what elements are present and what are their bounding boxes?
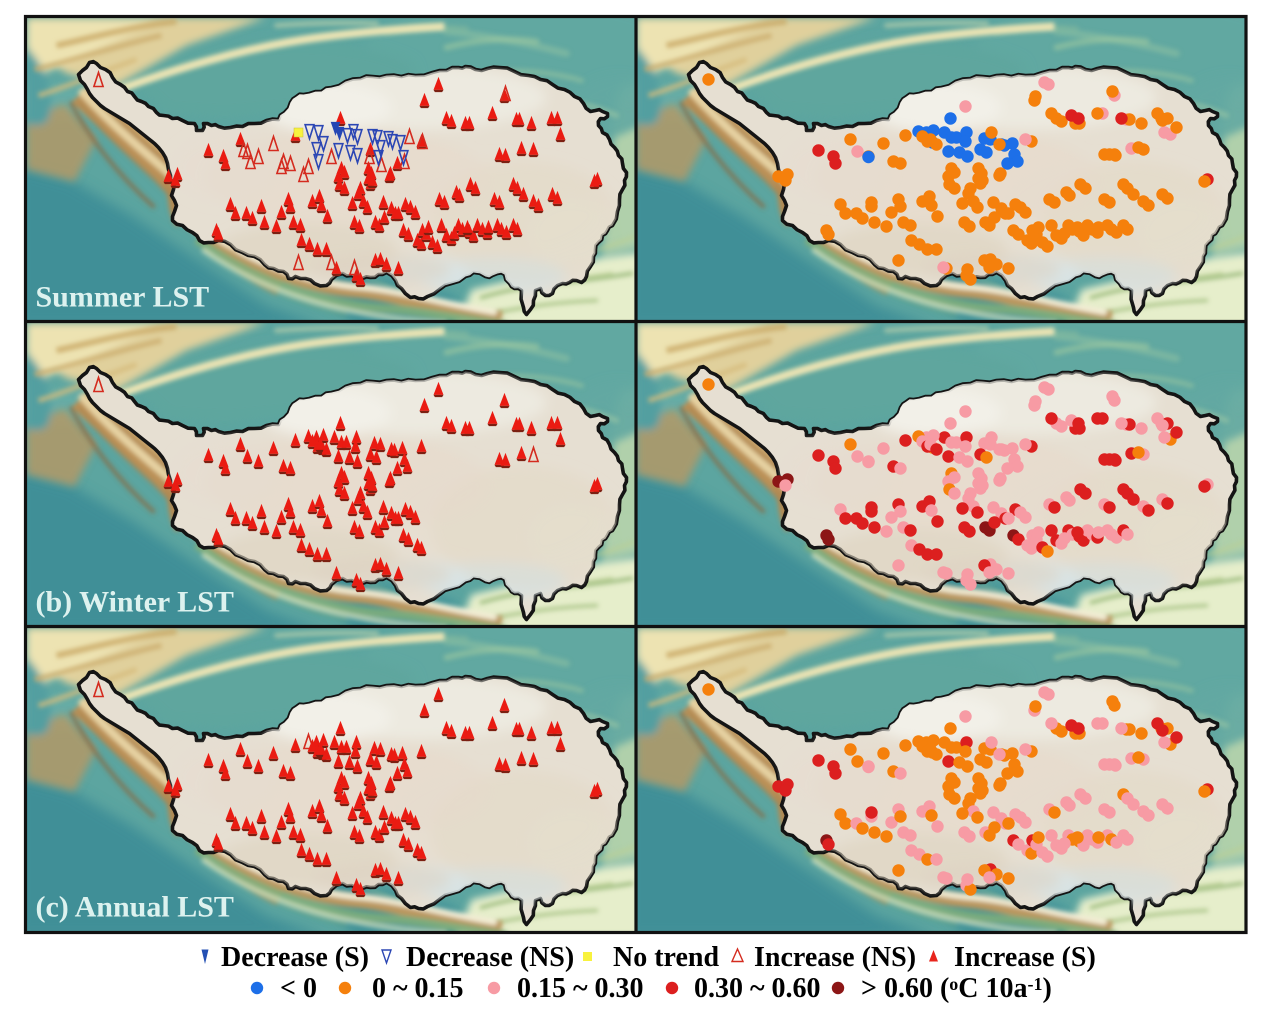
svg-text:(c) Annual LST: (c) Annual LST: [36, 891, 234, 924]
svg-text:0.15 ~ 0.30: 0.15 ~ 0.30: [517, 973, 644, 1004]
svg-text:No trend: No trend: [613, 942, 719, 973]
svg-text:Increase (S): Increase (S): [954, 942, 1096, 973]
svg-text:Increase (NS): Increase (NS): [754, 942, 916, 973]
svg-text:Decrease (NS): Decrease (NS): [406, 942, 574, 973]
svg-text:< 0: < 0: [280, 973, 317, 1004]
svg-text:(b) Winter LST: (b) Winter LST: [36, 586, 234, 619]
svg-text:Summer LST: Summer LST: [36, 281, 210, 314]
svg-text:0.30 ~ 0.60: 0.30 ~ 0.60: [694, 973, 821, 1004]
svg-text:Decrease (S): Decrease (S): [221, 942, 369, 973]
svg-text:0 ~ 0.15: 0 ~ 0.15: [372, 973, 464, 1004]
